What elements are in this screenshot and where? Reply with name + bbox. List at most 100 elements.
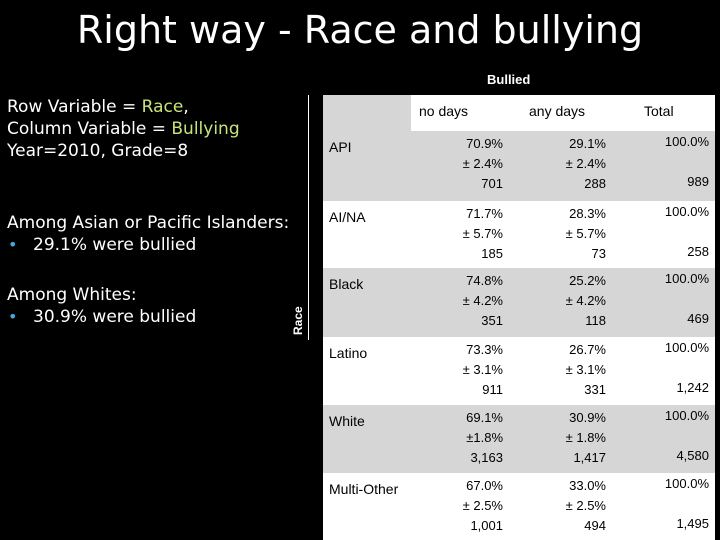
- no-days-n-value: 1,001: [470, 518, 503, 533]
- any-days-n-value: 288: [584, 176, 606, 191]
- no-days-ci-value: ± 2.5%: [462, 498, 503, 513]
- any-days-ci-value: ± 4.2%: [565, 293, 606, 308]
- bullet-icon: •: [8, 307, 18, 326]
- no-days-ci-value: ± 2.4%: [462, 156, 503, 171]
- table-row: API 70.9% ± 2.4% 701 29.1% ± 2.4% 288 100.0% 989: [323, 131, 715, 201]
- total-count-value: 1,495: [676, 516, 709, 531]
- total-percent-value: 100.0%: [664, 271, 709, 286]
- race-axis-divider: [308, 95, 309, 340]
- total-count-value: 989: [687, 174, 709, 189]
- total-percent-value: 100.0%: [664, 134, 709, 149]
- no-days-pct-value: 71.7%: [466, 206, 503, 221]
- crosstab-table: no days any days Total API 70.9% ± 2.4% 701…: [323, 95, 715, 540]
- col-header-total: Total: [644, 103, 674, 119]
- any-days-pct-value: 29.1%: [569, 136, 606, 151]
- table-row: White 69.1% ±1.8% 3,163 30.9% ± 1.8% 1,417 100.…: [323, 405, 715, 473]
- no-days-pct-value: 67.0%: [466, 478, 503, 493]
- white-summary: Among Whites: • 30.9% were bullied: [7, 284, 196, 328]
- white-bullet-text: 30.9% were bullied: [33, 307, 197, 327]
- row-variable-suffix: ,: [183, 97, 189, 117]
- any-days-pct-value: 30.9%: [569, 410, 606, 425]
- any-days-cell: 30.9% ± 1.8% 1,417: [526, 408, 606, 468]
- row-variable-name: Race: [141, 97, 184, 117]
- asian-summary: Among Asian or Pacific Islanders: • 29.1…: [7, 212, 289, 256]
- bullet-icon: •: [8, 235, 18, 254]
- no-days-pct-value: 70.9%: [466, 136, 503, 151]
- col-header-any-days: any days: [529, 103, 586, 119]
- asian-heading: Among Asian or Pacific Islanders:: [7, 213, 290, 233]
- any-days-n-value: 118: [585, 313, 606, 328]
- total-count-value: 1,242: [676, 380, 709, 395]
- white-heading: Among Whites:: [7, 285, 137, 305]
- table-row: Black 74.8% ± 4.2% 351 25.2% ± 4.2% 118 100.0% 4…: [323, 268, 715, 337]
- any-days-cell: 29.1% ± 2.4% 288: [526, 134, 606, 194]
- row-label: Black: [323, 268, 411, 337]
- no-days-n-value: 701: [481, 176, 503, 191]
- no-days-cell: 67.0% ± 2.5% 1,001: [423, 476, 503, 536]
- no-days-n-value: 351: [481, 313, 503, 328]
- table-row: Latino 73.3% ± 3.1% 911 26.7% ± 3.1% 331 100.0%…: [323, 337, 715, 405]
- total-percent-value: 100.0%: [664, 340, 709, 355]
- any-days-cell: 28.3% ± 5.7% 73: [526, 204, 606, 264]
- no-days-ci-value: ± 5.7%: [462, 226, 503, 241]
- no-days-pct-value: 73.3%: [466, 342, 503, 357]
- row-label: Multi-Other: [323, 473, 411, 540]
- corner-cell: [323, 95, 411, 131]
- total-percent-value: 100.0%: [664, 204, 709, 219]
- no-days-cell: 74.8% ± 4.2% 351: [423, 271, 503, 331]
- no-days-pct-value: 69.1%: [466, 410, 503, 425]
- no-days-ci-value: ± 3.1%: [462, 362, 503, 377]
- row-label: White: [323, 405, 411, 473]
- bullied-group-header: Bullied: [487, 72, 531, 87]
- any-days-pct-value: 26.7%: [569, 342, 606, 357]
- any-days-cell: 33.0% ± 2.5% 494: [526, 476, 606, 536]
- any-days-ci-value: ± 1.8%: [565, 430, 606, 445]
- no-days-n-value: 185: [481, 246, 503, 261]
- no-days-n-value: 911: [482, 382, 503, 397]
- any-days-n-value: 331: [584, 382, 606, 397]
- row-variable-line: Row Variable = Race,: [7, 96, 240, 118]
- table-row: AI/NA 71.7% ± 5.7% 185 28.3% ± 5.7% 73 100.0% 25…: [323, 201, 715, 268]
- any-days-cell: 26.7% ± 3.1% 331: [526, 340, 606, 400]
- total-percent-value: 100.0%: [664, 476, 709, 491]
- any-days-pct-value: 33.0%: [569, 478, 606, 493]
- no-days-cell: 69.1% ±1.8% 3,163: [423, 408, 503, 468]
- column-variable-line: Column Variable = Bullying: [7, 118, 240, 140]
- no-days-ci-value: ± 4.2%: [462, 293, 503, 308]
- any-days-n-value: 73: [591, 246, 606, 261]
- asian-bullet-item: • 29.1% were bullied: [7, 234, 289, 256]
- no-days-ci-value: ±1.8%: [466, 430, 503, 445]
- no-days-cell: 70.9% ± 2.4% 701: [423, 134, 503, 194]
- header-row: no days any days Total: [323, 95, 715, 131]
- total-count-value: 258: [687, 244, 709, 259]
- race-axis-label: Race: [291, 306, 305, 335]
- any-days-n-value: 494: [584, 518, 606, 533]
- any-days-ci-value: ± 3.1%: [565, 362, 606, 377]
- any-days-cell: 25.2% ± 4.2% 118: [526, 271, 606, 331]
- row-variable-prefix: Row Variable =: [7, 97, 142, 117]
- slide-title: Right way - Race and bullying: [76, 8, 644, 52]
- row-label: AI/NA: [323, 201, 411, 268]
- no-days-n-value: 3,163: [470, 450, 503, 465]
- asian-bullet-text: 29.1% were bullied: [33, 235, 197, 255]
- col-header-no-days: no days: [419, 103, 469, 119]
- no-days-pct-value: 74.8%: [466, 273, 503, 288]
- no-days-cell: 71.7% ± 5.7% 185: [423, 204, 503, 264]
- variable-description: Row Variable = Race, Column Variable = B…: [7, 96, 240, 162]
- column-variable-prefix: Column Variable =: [7, 119, 172, 139]
- any-days-ci-value: ± 5.7%: [565, 226, 606, 241]
- any-days-n-value: 1,417: [573, 450, 606, 465]
- any-days-pct-value: 28.3%: [569, 206, 606, 221]
- table-row: Multi-Other 67.0% ± 2.5% 1,001 33.0% ± 2.5% 49…: [323, 473, 715, 540]
- year-grade-line: Year=2010, Grade=8: [7, 141, 189, 161]
- any-days-ci-value: ± 2.5%: [565, 498, 606, 513]
- no-days-cell: 73.3% ± 3.1% 911: [423, 340, 503, 400]
- any-days-pct-value: 25.2%: [569, 273, 606, 288]
- total-count-value: 469: [687, 311, 709, 326]
- row-label: API: [323, 131, 411, 201]
- column-variable-name: Bullying: [171, 119, 240, 139]
- any-days-ci-value: ± 2.4%: [565, 156, 606, 171]
- white-bullet-item: • 30.9% were bullied: [7, 306, 196, 328]
- total-percent-value: 100.0%: [664, 408, 709, 423]
- row-label: Latino: [323, 337, 411, 405]
